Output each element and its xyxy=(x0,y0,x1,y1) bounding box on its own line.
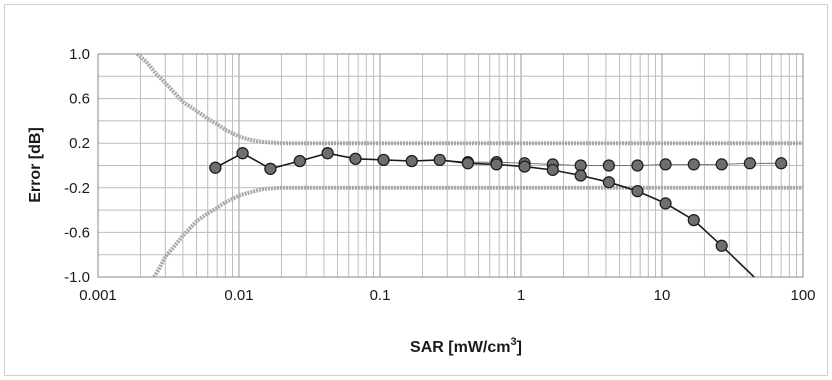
upper-limit-line xyxy=(135,52,803,146)
series-2-point xyxy=(574,169,587,182)
x-tick-label: 0.1 xyxy=(370,287,391,304)
series-2-point xyxy=(405,154,418,168)
x-tick-labels: 0.001 0.01 0.1 1 10 100 xyxy=(79,287,815,304)
x-axis-title-superscript: 3 xyxy=(511,336,517,348)
series-2-point xyxy=(715,239,728,252)
series-1-point xyxy=(687,158,700,171)
series-2-point xyxy=(321,147,334,160)
lower-limit-line xyxy=(152,185,803,279)
x-tick-label: 1 xyxy=(517,287,525,304)
chart-frame xyxy=(4,4,828,376)
y-tick-label: 0.6 xyxy=(69,91,90,108)
series-2-point xyxy=(461,157,474,170)
series-1-point xyxy=(574,159,587,172)
y-tick-label: -1.0 xyxy=(64,269,90,286)
plot-area xyxy=(97,53,804,278)
x-axis-title: SAR [mW/cm3] xyxy=(410,336,522,356)
y-tick-labels: 1.0 0.6 0.2 -0.2 -0.6 -1.0 xyxy=(64,46,90,286)
data-series xyxy=(135,52,803,279)
series-1-point xyxy=(659,158,672,171)
series-2-point xyxy=(546,163,559,177)
x-tick-label: 10 xyxy=(654,287,671,304)
x-tick-label: 0.001 xyxy=(79,287,117,304)
series-2-point xyxy=(349,152,362,165)
x-tick-label: 100 xyxy=(790,287,815,304)
y-tick-label: -0.2 xyxy=(64,180,90,197)
series-1-point xyxy=(715,158,728,171)
series-2-point xyxy=(659,197,672,210)
series-2-point xyxy=(433,153,446,167)
y-tick-label: 1.0 xyxy=(69,46,90,63)
series-2-point xyxy=(490,158,503,171)
x-axis-title-main: SAR [mW/cm xyxy=(410,339,510,356)
series-1-point xyxy=(775,157,788,170)
series-2-point xyxy=(264,162,277,175)
series-2-point xyxy=(209,161,222,174)
y-tick-label: 0.2 xyxy=(69,135,90,152)
series-2-point xyxy=(602,176,615,189)
series-2-point xyxy=(687,214,700,227)
series-2-point xyxy=(518,160,531,173)
x-axis-title-suffix: ] xyxy=(517,339,522,356)
series-1-point xyxy=(602,159,615,172)
series-2-point xyxy=(236,147,249,160)
x-tick-label: 0.01 xyxy=(224,287,253,304)
series-1-point xyxy=(631,159,644,172)
series-1-point xyxy=(743,157,756,170)
y-tick-label: -0.6 xyxy=(64,224,90,241)
series-2-point xyxy=(293,154,306,168)
y-axis-title: Error [dB] xyxy=(27,127,44,203)
series-2-point xyxy=(377,153,390,167)
series-2-point xyxy=(631,185,644,198)
series-2-line xyxy=(215,152,755,278)
